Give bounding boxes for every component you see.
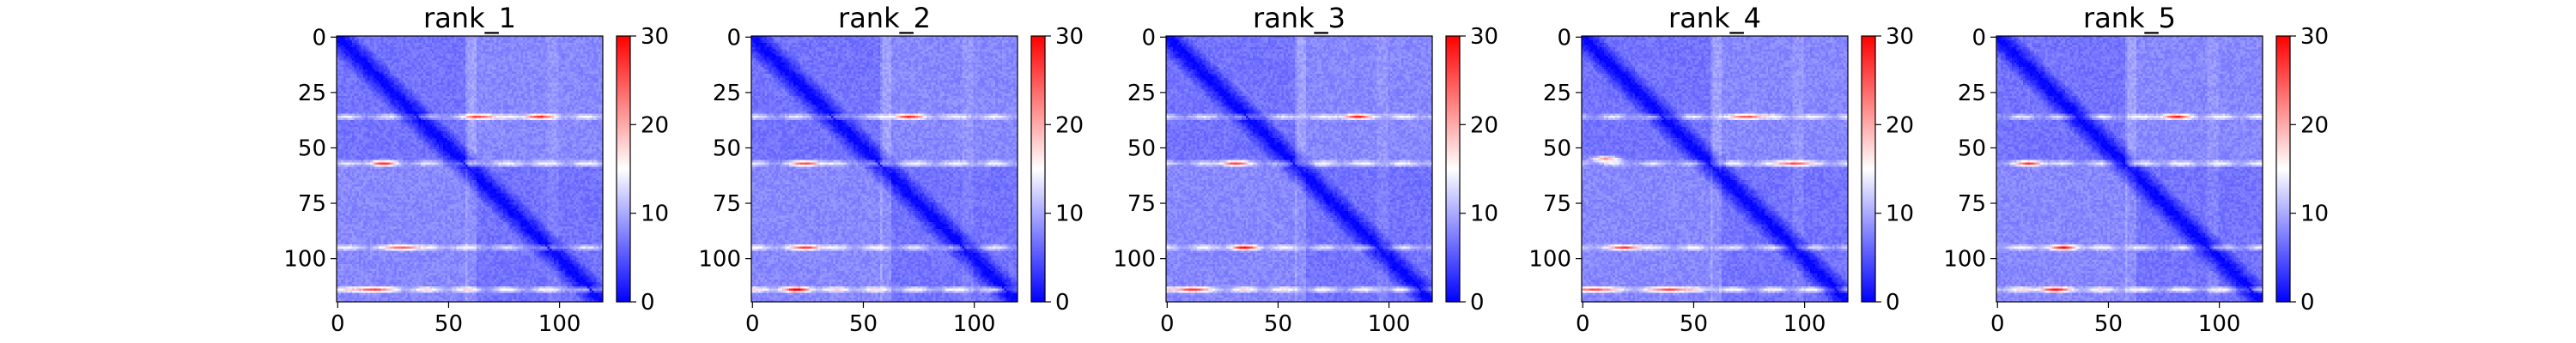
y-tick-label: 25 (1127, 81, 1156, 106)
heatmap-panel-1: rank_1 0 25 50 75 100 0 50 100 0 10 20 30 (283, 2, 669, 337)
x-tick-label: 100 (953, 311, 996, 337)
y-tick-label: 100 (1528, 247, 1571, 273)
x-tick-label: 100 (1783, 311, 1826, 337)
colorbar-tick-label: 20 (1055, 112, 1084, 138)
colorbar-tick-label: 0 (641, 290, 655, 316)
colorbar-tick-label: 30 (2300, 24, 2329, 50)
y-tick-label: 100 (1113, 247, 1156, 273)
colorbar-tick-label: 10 (1470, 202, 1498, 227)
panel-title: rank_4 (1668, 2, 1761, 34)
y-tick-label: 75 (1543, 191, 1571, 217)
x-tick-label: 50 (434, 311, 463, 337)
y-tick-label: 25 (298, 81, 326, 106)
y-tick-label: 50 (1543, 135, 1571, 161)
colorbar-tick-label: 10 (2300, 202, 2329, 227)
heatmap-image (1996, 36, 2263, 302)
colorbar-tick-label: 0 (1470, 290, 1485, 316)
colorbar-tick-label: 10 (1886, 202, 1914, 227)
y-tick-label: 0 (312, 25, 326, 51)
y-tick-label: 0 (726, 25, 741, 51)
colorbar-tick-label: 20 (2300, 112, 2329, 138)
x-tick-label: 0 (1576, 311, 1590, 337)
heatmap-panel-5: rank_5 0 25 50 75 100 0 50 100 0 10 20 30 (1943, 2, 2329, 337)
heatmap-image (337, 36, 603, 302)
x-tick-label: 100 (1368, 311, 1411, 337)
y-tick-label: 75 (1958, 191, 1986, 217)
panel-title: rank_1 (423, 2, 516, 34)
x-tick-label: 100 (538, 311, 581, 337)
y-tick-label: 100 (283, 247, 326, 273)
axes-frame (1581, 35, 1849, 303)
x-tick-label: 0 (745, 311, 760, 337)
x-tick-label: 50 (1680, 311, 1708, 337)
colorbar (2275, 35, 2291, 303)
heatmap-image (1582, 36, 1848, 302)
colorbar-tick-label: 20 (1886, 112, 1914, 138)
colorbar (616, 35, 631, 303)
colorbar (1861, 35, 1876, 303)
panel-title: rank_2 (838, 2, 931, 34)
panel-title: rank_5 (2083, 2, 2176, 34)
colorbar-tick-label: 30 (1470, 24, 1498, 50)
colorbar-tick-label: 0 (2300, 290, 2315, 316)
y-tick-label: 0 (1141, 25, 1156, 51)
panel-title: rank_3 (1253, 2, 1346, 34)
x-tick-label: 0 (1990, 311, 2005, 337)
y-tick-label: 25 (1543, 81, 1571, 106)
x-tick-label: 50 (2094, 311, 2123, 337)
heatmap-image (1166, 36, 1432, 302)
heatmap-image (751, 36, 1018, 302)
y-tick-label: 100 (1943, 247, 1986, 273)
colorbar-tick-label: 30 (641, 24, 669, 50)
y-tick-label: 25 (713, 81, 741, 106)
x-tick-label: 50 (849, 311, 878, 337)
y-tick-label: 50 (1958, 135, 1986, 161)
axes-frame (1165, 35, 1433, 303)
y-tick-label: 25 (1958, 81, 1986, 106)
y-tick-label: 50 (713, 135, 741, 161)
y-tick-label: 100 (698, 247, 741, 273)
y-tick-label: 50 (298, 135, 326, 161)
colorbar-tick-label: 20 (641, 112, 669, 138)
colorbar-tick-label: 10 (1055, 202, 1084, 227)
y-tick-label: 50 (1127, 135, 1156, 161)
x-tick-label: 0 (331, 311, 345, 337)
colorbar-tick-label: 10 (641, 202, 669, 227)
colorbar-tick-label: 20 (1470, 112, 1498, 138)
y-tick-label: 75 (298, 191, 326, 217)
x-tick-label: 0 (1160, 311, 1175, 337)
y-tick-label: 75 (1127, 191, 1156, 217)
axes-frame (336, 35, 604, 303)
colorbar-tick-label: 0 (1886, 290, 1900, 316)
y-tick-label: 0 (1557, 25, 1571, 51)
y-tick-label: 75 (713, 191, 741, 217)
x-tick-label: 50 (1264, 311, 1292, 337)
colorbar-tick-label: 30 (1055, 24, 1084, 50)
axes-frame (750, 35, 1018, 303)
y-tick-label: 0 (1971, 25, 1986, 51)
heatmap-panel-3: rank_3 0 25 50 75 100 0 50 100 0 10 20 30 (1113, 2, 1498, 337)
heatmap-panel-4: rank_4 0 25 50 75 100 0 50 100 0 10 20 30 (1528, 2, 1914, 337)
axes-frame (1996, 35, 2263, 303)
colorbar-tick-label: 30 (1886, 24, 1914, 50)
colorbar (1030, 35, 1046, 303)
colorbar-tick-label: 0 (1055, 290, 1070, 316)
x-tick-label: 100 (2198, 311, 2241, 337)
heatmap-panel-2: rank_2 0 25 50 75 100 0 50 100 0 10 20 30 (698, 2, 1084, 337)
colorbar (1445, 35, 1461, 303)
